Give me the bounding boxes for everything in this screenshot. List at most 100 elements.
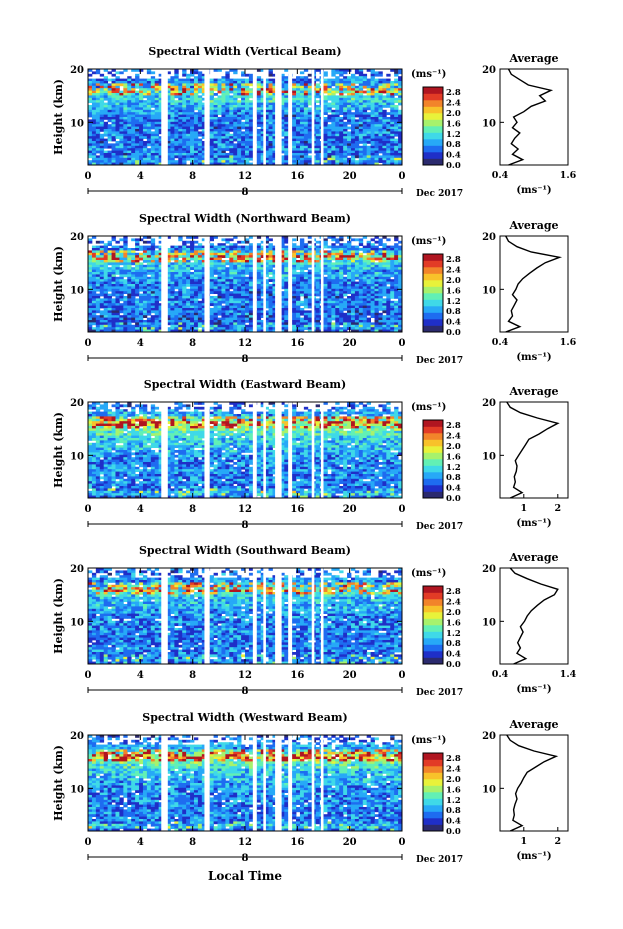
heatmap-cell [139,286,144,290]
heatmap-cell [374,73,379,77]
heatmap-cell [213,109,218,113]
heatmap-cell [382,264,387,268]
heatmap-cell [91,267,97,270]
heatmap-cell [284,102,289,106]
heatmap-cell [272,153,277,156]
heatmap-cell [142,133,148,137]
heatmap-cell [115,81,120,84]
heatmap-cell [209,129,214,132]
heatmap-cell [127,288,132,292]
heatmap-cell [233,131,238,135]
heatmap-cell [190,298,195,302]
heatmap-cell [95,114,101,118]
heatmap-cell [362,148,368,151]
heatmap-cell [154,255,160,258]
heatmap-cell [394,257,399,261]
heatmap-cell [394,73,399,77]
heatmap-cell [394,274,399,278]
heatmap-cell [366,93,371,96]
heatmap-cell [123,291,128,294]
heatmap-cell [347,121,352,125]
heatmap-cell [378,129,383,132]
heatmap-cell [111,281,116,285]
heatmap-cell [299,293,305,297]
heatmap-cell [366,160,371,163]
heatmap-cell [354,291,360,294]
heatmap-cell [394,141,399,144]
heatmap-cell [166,274,171,278]
heatmap-cell [272,162,277,166]
heatmap-cell [221,93,226,96]
heatmap-cell [299,129,305,132]
heatmap-cell [115,145,120,149]
heatmap-cell [158,100,163,103]
heatmap-cell [193,252,199,256]
heatmap-cell [323,95,328,99]
heatmap-cell [237,272,242,275]
heatmap-cell [362,272,368,275]
heatmap-cell [217,81,222,84]
heatmap-cell [139,97,144,101]
heatmap-cell [335,264,340,268]
heatmap-cell [260,276,266,280]
heatmap-cell [170,107,175,111]
heatmap-cell [390,245,395,249]
heatmap-cell [146,240,152,244]
heatmap-cell [209,267,214,270]
heatmap-cell [225,90,230,94]
heatmap-cell [241,286,246,290]
heatmap-cell [280,133,285,137]
heatmap-cell [331,272,336,275]
heatmap-cell [221,300,226,304]
heatmap-cell [123,245,128,249]
heatmap-cell [284,257,289,261]
x-tick-label: 0 [399,171,406,182]
heatmap-cell [331,153,336,156]
heatmap-cell [386,119,391,123]
heatmap-cell [296,276,301,280]
heatmap-cell [264,274,269,278]
heatmap-cell [186,269,191,273]
heatmap-cell [260,95,266,99]
heatmap-cell [280,281,285,285]
heatmap-cell [307,83,313,87]
heatmap-cell [139,136,144,139]
heatmap-cell [107,85,112,89]
heatmap-cell [221,264,226,268]
heatmap-cell [127,267,132,270]
heatmap-cell [127,131,132,135]
heatmap-cell [190,296,195,299]
heatmap-cell [390,274,395,278]
heatmap-cell [307,293,313,297]
heatmap-cell [248,293,254,297]
heatmap-cell [123,286,128,290]
heatmap-cell [299,150,305,154]
heatmap-cell [209,300,214,304]
heatmap-cell [307,155,313,159]
heatmap-cell [256,69,262,72]
heatmap-cell [386,269,391,273]
heatmap-cell [327,245,332,249]
heatmap-cell [260,126,266,130]
heatmap-cell [268,100,273,103]
heatmap-cell [398,279,403,282]
heatmap-cell [131,238,136,242]
heatmap-cell [280,269,285,273]
heatmap-cell [139,288,144,292]
heatmap-cell [209,153,214,156]
heatmap-cell [237,155,242,159]
heatmap-cell [370,250,375,254]
heatmap-cell [99,245,105,249]
heatmap-cell [354,100,360,103]
heatmap-cell [88,129,93,132]
heatmap-cell [284,114,289,118]
heatmap-cell [237,300,242,304]
heatmap-cell [272,100,277,103]
heatmap-cell [99,136,105,139]
heatmap-cell [233,157,238,161]
heatmap-cell [91,236,97,239]
heatmap-cell [237,124,242,127]
heatmap-cell [394,69,399,72]
heatmap-cell [91,136,97,139]
heatmap-cell [366,296,371,299]
